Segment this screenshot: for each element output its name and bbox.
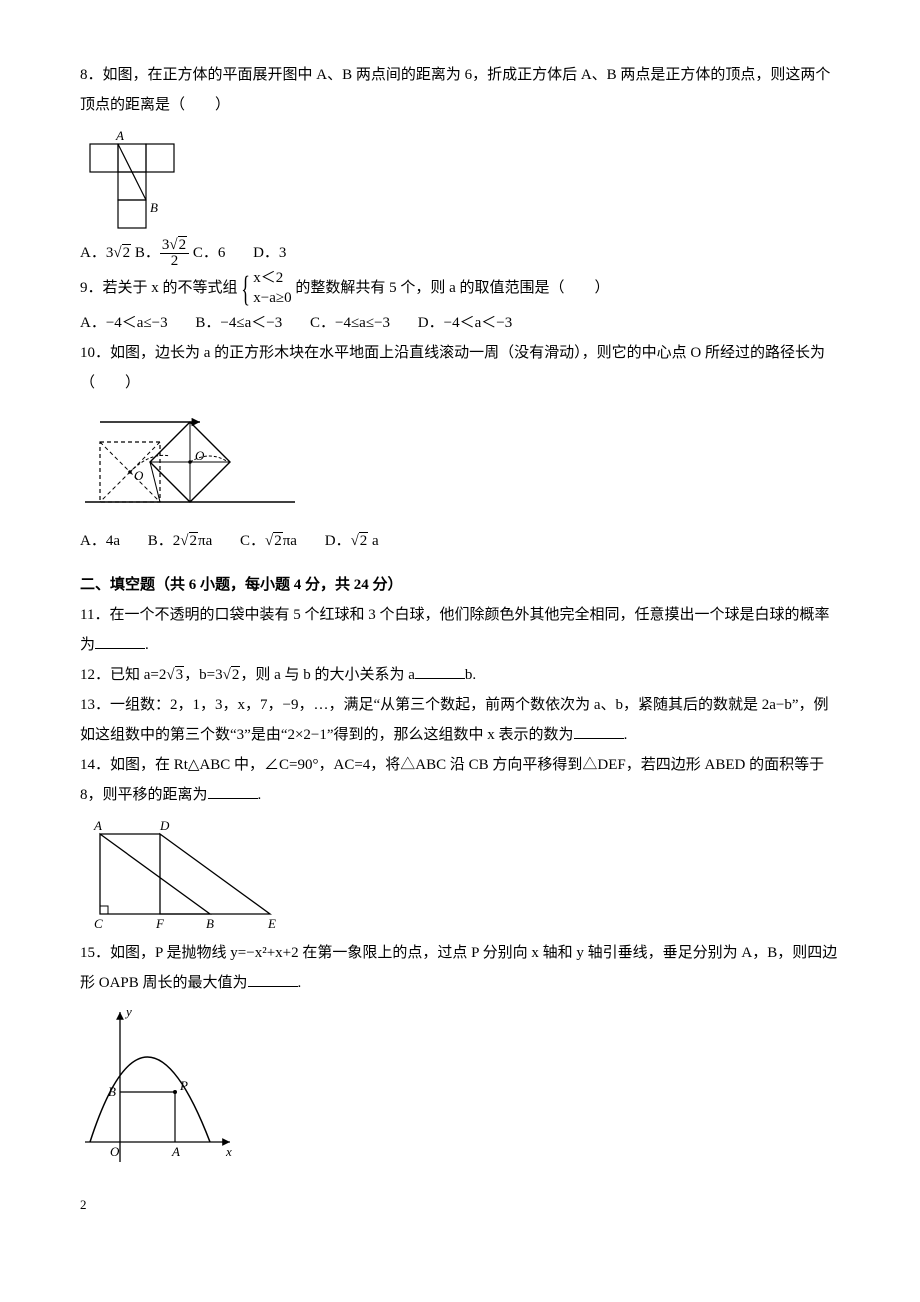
- svg-text:F: F: [155, 916, 165, 931]
- q9-optA: A．−4＜a≤−3: [80, 315, 168, 331]
- q15-stem: 15．如图，P 是抛物线 y=−x²+x+2 在第一象限上的点，过点 P 分别向…: [80, 938, 840, 998]
- q8-optC: C．6: [193, 245, 226, 261]
- svg-text:B: B: [108, 1084, 116, 1099]
- q12-blank: [415, 663, 465, 679]
- svg-text:B: B: [206, 916, 214, 931]
- svg-text:O: O: [110, 1144, 120, 1159]
- q8-stem: 8．如图，在正方体的平面展开图中 A、B 两点间的距离为 6，折成正方体后 A、…: [80, 60, 840, 120]
- q12-stem: 12．已知 a=23，b=32，则 a 与 b 的大小关系为 ab.: [80, 660, 840, 690]
- q13-blank: [574, 723, 624, 739]
- svg-text:O: O: [134, 468, 144, 483]
- q8-figure: A B: [80, 124, 200, 234]
- svg-text:P: P: [179, 1078, 188, 1093]
- q14-blank: [208, 783, 258, 799]
- page-number: 2: [80, 1192, 840, 1218]
- q10-figure: O O: [80, 402, 300, 522]
- svg-text:D: D: [159, 818, 170, 833]
- q8-optB: B．322: [135, 245, 189, 261]
- q10-optD: D．2 a: [325, 533, 379, 549]
- svg-text:E: E: [267, 916, 276, 931]
- svg-text:x: x: [225, 1144, 232, 1159]
- q14-figure: A D C F B E: [80, 814, 300, 934]
- svg-text:A: A: [93, 818, 102, 833]
- q15-figure: y x O A B P: [80, 1002, 240, 1172]
- section2-title: 二、填空题（共 6 小题，每小题 4 分，共 24 分）: [80, 570, 840, 600]
- q13-stem: 13．一组数：2，1，3，x，7，−9，…，满足“从第三个数起，前两个数依次为 …: [80, 690, 840, 750]
- q10-options: A．4a B．22πa C．2πa D．2 a: [80, 526, 840, 556]
- q9-options: A．−4＜a≤−3 B．−4≤a＜−3 C．−4≤a≤−3 D．−4＜a＜−3: [80, 308, 840, 338]
- q9-optC: C．−4≤a≤−3: [310, 315, 390, 331]
- q10-stem: 10．如图，边长为 a 的正方形木块在水平地面上沿直线滚动一周（没有滑动），则它…: [80, 338, 840, 398]
- q10-optC: C．2πa: [240, 533, 297, 549]
- q11-blank: [95, 633, 145, 649]
- q10-optB: B．22πa: [148, 533, 212, 549]
- q10-optA: A．4a: [80, 533, 120, 549]
- q8-optA: A．32: [80, 245, 131, 261]
- q15-blank: [248, 971, 298, 987]
- q8-options: A．32 B．322 C．6 D．3: [80, 238, 840, 269]
- q9-stem: 9．若关于 x 的不等式组 x＜2 x−a≥0 的整数解共有 5 个，则 a 的…: [80, 269, 840, 308]
- svg-text:y: y: [124, 1004, 132, 1019]
- svg-text:C: C: [94, 916, 103, 931]
- q9-optD: D．−4＜a＜−3: [418, 315, 512, 331]
- q8-optD: D．3: [253, 245, 286, 261]
- svg-text:A: A: [171, 1144, 180, 1159]
- q9-optB: B．−4≤a＜−3: [195, 315, 282, 331]
- q14-stem: 14．如图，在 Rt△ABC 中，∠C=90°，AC=4，将△ABC 沿 CB …: [80, 750, 840, 810]
- q11-stem: 11．在一个不透明的口袋中装有 5 个红球和 3 个白球，他们除颜色外其他完全相…: [80, 600, 840, 660]
- svg-text:B: B: [150, 200, 158, 215]
- svg-text:O: O: [195, 448, 205, 463]
- svg-text:A: A: [115, 128, 124, 143]
